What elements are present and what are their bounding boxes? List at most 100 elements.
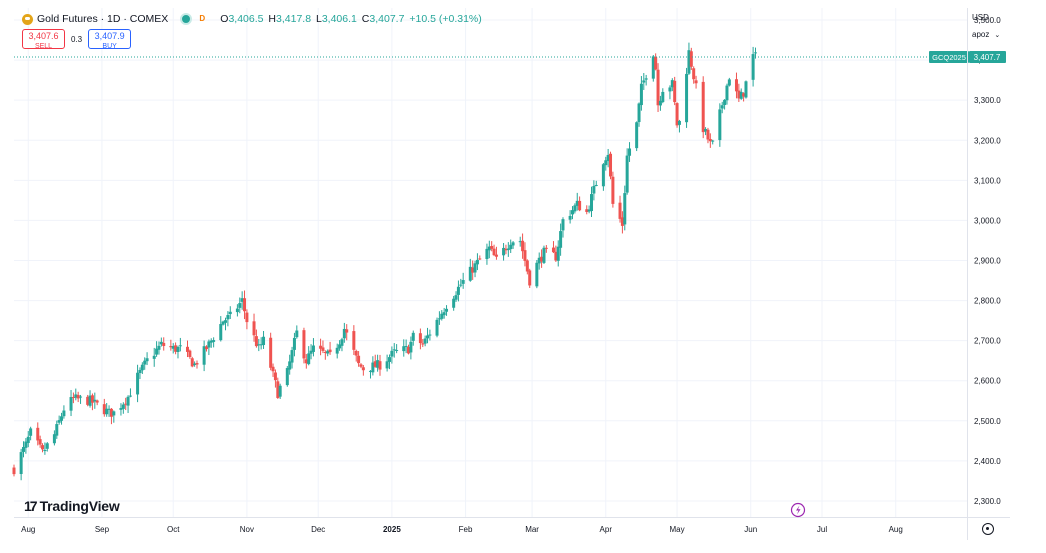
candle-body [668,87,672,92]
price-tag-symbol-bg [929,51,969,64]
candle-body [670,80,674,88]
candle-body [445,308,449,312]
candle-body [421,343,425,345]
candle-body [395,350,399,352]
candle-body [525,260,529,272]
time-tick-label: 2025 [383,525,401,534]
buy-label: BUY [102,43,117,50]
candle-body [107,408,111,410]
trade-buttons: 3,407.6 SELL 0.3 3,407.9 BUY [22,29,132,50]
candle-body [152,355,156,359]
candles [12,42,757,481]
candle-body [304,359,308,364]
time-tick-label: Sep [95,525,110,534]
candle-body [651,56,655,79]
candle-body [376,360,380,368]
candle-body [487,246,491,251]
candle-body [658,100,662,106]
candle-body [169,345,173,348]
candle-body [109,408,113,417]
symbol-title[interactable]: Gold Futures · 1D · COMEX [37,13,169,25]
candle-body [625,155,629,193]
open-key: O [220,13,229,25]
candle-body [518,241,522,243]
low-value: 3,406.1 [321,13,357,25]
grid-lines [14,8,967,517]
candle-body [706,129,710,140]
legend-header: Gold Futures · 1D · COMEX D O3,406.5 H3,… [22,11,484,27]
candle-body [12,467,16,475]
candle-body [202,346,206,365]
market-status-pill[interactable]: D [180,13,208,25]
candle-body [178,345,182,347]
change-value: +10.5 (+0.31%) [409,13,482,25]
currency-label: USD [972,13,989,22]
candle-body [587,209,591,212]
time-tick-label: Feb [459,525,473,534]
time-axis-border [14,517,1010,518]
candle-body [704,129,708,132]
candle-body [537,257,541,264]
candle-body [45,443,49,449]
sell-button[interactable]: 3,407.6 SELL [22,29,65,50]
time-tick-label: Jul [817,525,827,534]
candle-body [60,416,64,421]
candle-body [193,363,197,365]
price-tick-label: 2,800.0 [974,297,1001,306]
candle-body [604,160,608,166]
candle-body [435,319,439,336]
candle-body [544,247,548,249]
candle-body [551,247,555,253]
price-tag-value-bg [969,51,1006,64]
candle-body [86,396,90,405]
candle-body [328,349,332,353]
gear-icon[interactable] [982,523,994,535]
candle-body [594,184,598,186]
candle-body [240,298,244,302]
candle-body [209,340,213,343]
candle-body [459,284,463,286]
tradingview-logo[interactable]: 17 TradingView [24,498,120,514]
time-tick-label: Mar [525,525,539,534]
candle-body [701,81,705,133]
candle-body [535,262,539,287]
candle-body [55,424,59,436]
candle-body [711,140,715,142]
candle-body [295,330,299,338]
time-tick-label: Dec [311,525,325,534]
candle-body [575,200,579,206]
candle-body [90,395,94,403]
buy-button[interactable]: 3,407.9 BUY [88,29,132,50]
unit-selector[interactable]: apoz ⌄ [972,28,1000,41]
candle-body [734,79,738,92]
candle-body [74,394,78,398]
candle-body [437,318,441,320]
logo-text: TradingView [39,498,120,514]
candle-body [404,346,408,348]
candle-body [361,367,365,371]
ohlc-values: O3,406.5 H3,417.8 L3,406.1 C3,407.7 +10.… [220,13,483,25]
candle-body [639,83,643,106]
candle-body [171,346,175,349]
time-tick-label: Aug [21,525,35,534]
currency-selector[interactable]: USD [972,11,989,24]
candle-body [38,439,42,445]
candle-body [456,286,460,295]
candle-body [454,295,458,300]
candle-body [656,69,660,106]
candle-body [276,381,280,398]
candle-body [471,267,475,273]
candle-body [502,247,506,256]
candle-body [262,336,266,346]
candle-body [623,193,627,225]
candle-body [102,404,106,415]
candle-body [88,395,92,406]
candle-body [292,337,296,350]
sell-price: 3,407.6 [28,31,59,41]
candle-body [511,242,515,246]
candle-body [238,303,242,308]
candle-body [592,186,596,194]
candle-body [226,315,230,320]
delay-badge: D [199,14,206,23]
